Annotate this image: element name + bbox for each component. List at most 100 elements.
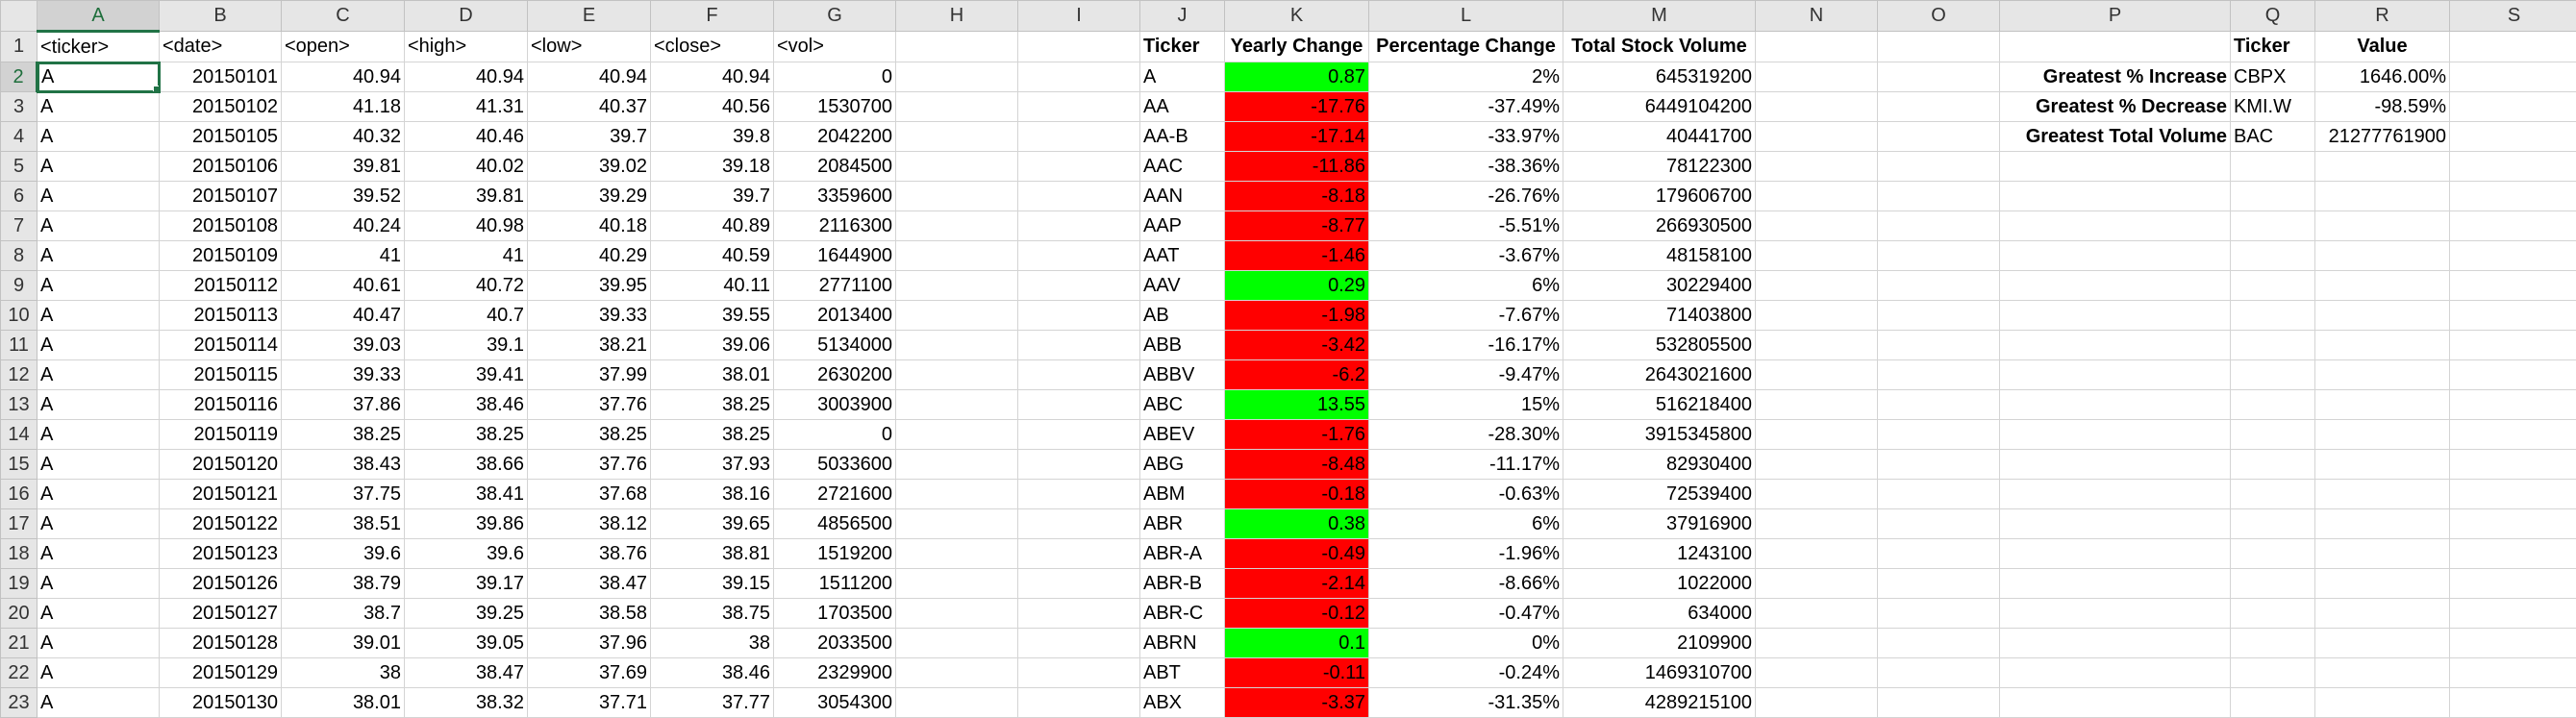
- cell-a4[interactable]: A: [38, 122, 160, 152]
- cell-k13[interactable]: 13.55: [1225, 390, 1369, 420]
- cell-g7[interactable]: 2116300: [774, 211, 896, 241]
- cell-d22[interactable]: 38.47: [405, 658, 528, 688]
- cell-r15[interactable]: [2315, 450, 2450, 480]
- cell-e17[interactable]: 38.12: [528, 509, 651, 539]
- cell-r1[interactable]: Value: [2315, 32, 2450, 62]
- cell-j12[interactable]: ABBV: [1140, 360, 1225, 390]
- cell-e14[interactable]: 38.25: [528, 420, 651, 450]
- cell-h12[interactable]: [896, 360, 1018, 390]
- cell-s14[interactable]: [2450, 420, 2576, 450]
- cell-f18[interactable]: 38.81: [651, 539, 774, 569]
- cell-f15[interactable]: 37.93: [651, 450, 774, 480]
- cell-h17[interactable]: [896, 509, 1018, 539]
- cell-r13[interactable]: [2315, 390, 2450, 420]
- cell-e8[interactable]: 40.29: [528, 241, 651, 271]
- cell-f4[interactable]: 39.8: [651, 122, 774, 152]
- cell-i9[interactable]: [1018, 271, 1140, 301]
- cell-h6[interactable]: [896, 182, 1018, 211]
- cell-h11[interactable]: [896, 331, 1018, 360]
- cell-j3[interactable]: AA: [1140, 92, 1225, 122]
- cell-j16[interactable]: ABM: [1140, 480, 1225, 509]
- cell-m18[interactable]: 1243100: [1563, 539, 1756, 569]
- cell-e5[interactable]: 39.02: [528, 152, 651, 182]
- cell-d16[interactable]: 38.41: [405, 480, 528, 509]
- cell-c20[interactable]: 38.7: [282, 599, 405, 629]
- cell-j23[interactable]: ABX: [1140, 688, 1225, 718]
- cell-c11[interactable]: 39.03: [282, 331, 405, 360]
- column-header-a[interactable]: A: [38, 1, 160, 32]
- cell-i7[interactable]: [1018, 211, 1140, 241]
- cell-m10[interactable]: 71403800: [1563, 301, 1756, 331]
- row-header[interactable]: 21: [1, 629, 38, 658]
- cell-e16[interactable]: 37.68: [528, 480, 651, 509]
- cell-p11[interactable]: [2000, 331, 2231, 360]
- cell-o8[interactable]: [1878, 241, 2000, 271]
- cell-r6[interactable]: [2315, 182, 2450, 211]
- column-header-m[interactable]: M: [1563, 1, 1756, 32]
- cell-k8[interactable]: -1.46: [1225, 241, 1369, 271]
- cell-q7[interactable]: [2231, 211, 2315, 241]
- cell-i16[interactable]: [1018, 480, 1140, 509]
- cell-q1[interactable]: Ticker: [2231, 32, 2315, 62]
- cell-s5[interactable]: [2450, 152, 2576, 182]
- cell-q16[interactable]: [2231, 480, 2315, 509]
- cell-d12[interactable]: 39.41: [405, 360, 528, 390]
- cell-k17[interactable]: 0.38: [1225, 509, 1369, 539]
- cell-i4[interactable]: [1018, 122, 1140, 152]
- cell-j8[interactable]: AAT: [1140, 241, 1225, 271]
- cell-h22[interactable]: [896, 658, 1018, 688]
- column-header-o[interactable]: O: [1878, 1, 2000, 32]
- cell-p6[interactable]: [2000, 182, 2231, 211]
- cell-n1[interactable]: [1756, 32, 1878, 62]
- cell-k19[interactable]: -2.14: [1225, 569, 1369, 599]
- cell-i13[interactable]: [1018, 390, 1140, 420]
- row-header[interactable]: 23: [1, 688, 38, 718]
- cell-n13[interactable]: [1756, 390, 1878, 420]
- cell-m4[interactable]: 40441700: [1563, 122, 1756, 152]
- cell-g11[interactable]: 5134000: [774, 331, 896, 360]
- cell-l18[interactable]: -1.96%: [1369, 539, 1563, 569]
- column-header-d[interactable]: D: [405, 1, 528, 32]
- cell-s20[interactable]: [2450, 599, 2576, 629]
- cell-k22[interactable]: -0.11: [1225, 658, 1369, 688]
- cell-f22[interactable]: 38.46: [651, 658, 774, 688]
- cell-g4[interactable]: 2042200: [774, 122, 896, 152]
- cell-l13[interactable]: 15%: [1369, 390, 1563, 420]
- cell-f14[interactable]: 38.25: [651, 420, 774, 450]
- cell-b21[interactable]: 20150128: [160, 629, 282, 658]
- cell-b8[interactable]: 20150109: [160, 241, 282, 271]
- column-header-q[interactable]: Q: [2231, 1, 2315, 32]
- cell-r3[interactable]: -98.59%: [2315, 92, 2450, 122]
- cell-l15[interactable]: -11.17%: [1369, 450, 1563, 480]
- cell-q18[interactable]: [2231, 539, 2315, 569]
- cell-j17[interactable]: ABR: [1140, 509, 1225, 539]
- cell-b23[interactable]: 20150130: [160, 688, 282, 718]
- cell-r9[interactable]: [2315, 271, 2450, 301]
- cell-o21[interactable]: [1878, 629, 2000, 658]
- cell-g14[interactable]: 0: [774, 420, 896, 450]
- cell-c4[interactable]: 40.32: [282, 122, 405, 152]
- cell-c19[interactable]: 38.79: [282, 569, 405, 599]
- cell-q22[interactable]: [2231, 658, 2315, 688]
- cell-q12[interactable]: [2231, 360, 2315, 390]
- cell-l3[interactable]: -37.49%: [1369, 92, 1563, 122]
- cell-c3[interactable]: 41.18: [282, 92, 405, 122]
- cell-m1[interactable]: Total Stock Volume: [1563, 32, 1756, 62]
- cell-l10[interactable]: -7.67%: [1369, 301, 1563, 331]
- cell-b9[interactable]: 20150112: [160, 271, 282, 301]
- cell-j20[interactable]: ABR-C: [1140, 599, 1225, 629]
- cell-r8[interactable]: [2315, 241, 2450, 271]
- cell-d9[interactable]: 40.72: [405, 271, 528, 301]
- cell-o14[interactable]: [1878, 420, 2000, 450]
- cell-j9[interactable]: AAV: [1140, 271, 1225, 301]
- cell-k5[interactable]: -11.86: [1225, 152, 1369, 182]
- cell-a15[interactable]: A: [38, 450, 160, 480]
- cell-m22[interactable]: 1469310700: [1563, 658, 1756, 688]
- cell-r14[interactable]: [2315, 420, 2450, 450]
- cell-r10[interactable]: [2315, 301, 2450, 331]
- cell-g10[interactable]: 2013400: [774, 301, 896, 331]
- cell-f10[interactable]: 39.55: [651, 301, 774, 331]
- cell-k20[interactable]: -0.12: [1225, 599, 1369, 629]
- cell-p23[interactable]: [2000, 688, 2231, 718]
- cell-k11[interactable]: -3.42: [1225, 331, 1369, 360]
